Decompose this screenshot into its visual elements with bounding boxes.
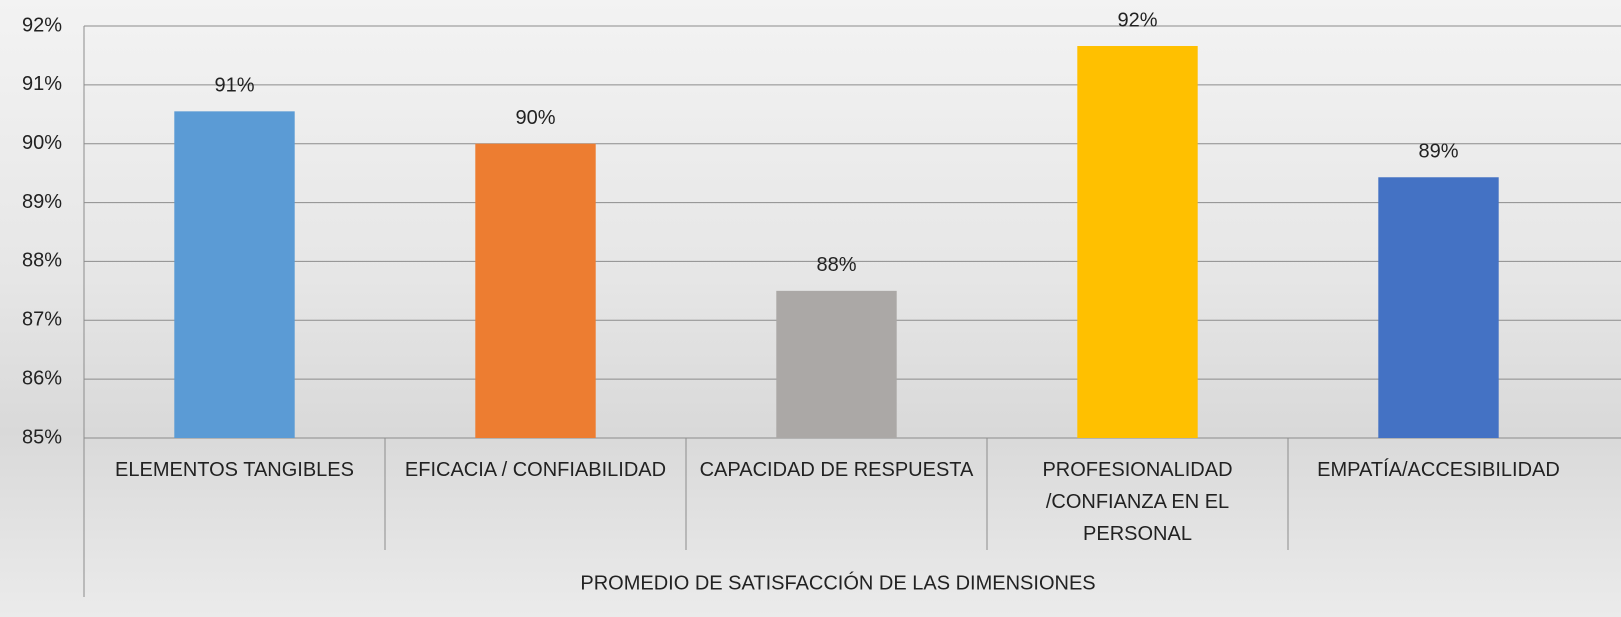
x-tick-label: EFICACIA / CONFIABILIDAD — [391, 454, 681, 486]
y-tick-label: 89% — [22, 191, 62, 213]
x-tick-label: ELEMENTOS TANGIBLES — [90, 454, 380, 486]
bar — [1378, 177, 1498, 438]
bar — [174, 111, 294, 438]
x-tick-label: PROFESIONALIDAD /CONFIANZA EN EL PERSONA… — [1028, 454, 1248, 550]
chart-svg: PROMEDIO DE SATISFACCIÓN DE LAS DIMENSIO… — [0, 0, 1621, 617]
data-label: 90% — [515, 107, 555, 129]
y-tick-label: 85% — [22, 426, 62, 448]
y-tick-label: 90% — [22, 132, 62, 154]
bar — [1077, 46, 1197, 438]
y-tick-label: 91% — [22, 73, 62, 95]
x-tick-label: EMPATÍA/ACCESIBILIDAD — [1294, 454, 1584, 486]
bar — [776, 291, 896, 438]
x-tick-label: CAPACIDAD DE RESPUESTA — [692, 454, 982, 486]
y-tick-label: 88% — [22, 250, 62, 272]
chart: PROMEDIO DE SATISFACCIÓN DE LAS DIMENSIO… — [0, 0, 1621, 617]
bar — [475, 144, 595, 438]
data-label: 91% — [214, 75, 254, 97]
y-tick-label: 87% — [22, 309, 62, 331]
y-tick-label: 92% — [22, 14, 62, 36]
x-axis-title: PROMEDIO DE SATISFACCIÓN DE LAS DIMENSIO… — [580, 571, 1095, 594]
data-label: 89% — [1418, 141, 1458, 163]
y-tick-label: 86% — [22, 367, 62, 389]
data-label: 88% — [816, 254, 856, 276]
data-label: 92% — [1117, 9, 1157, 31]
